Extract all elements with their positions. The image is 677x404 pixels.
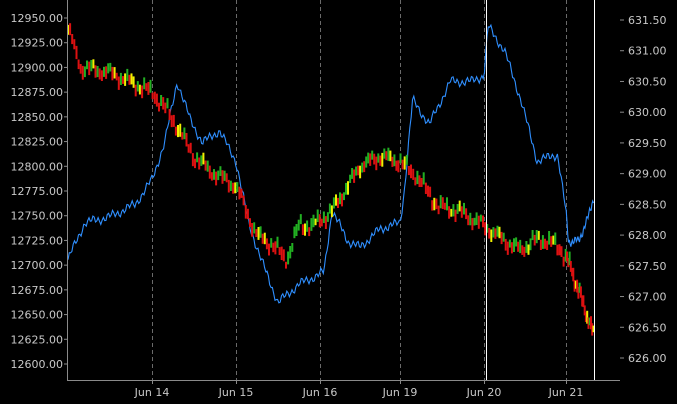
vertical-markers (486, 0, 595, 380)
y-left-tick-label: 12950.00 (11, 12, 64, 25)
x-axis: Jun 14 Jun 15 Jun 16 Jun 19 Jun 20 Jun 21 (134, 380, 584, 399)
y-left-tick-label: 12600.00 (11, 358, 64, 371)
series-right-line (67, 23, 595, 304)
y-right-tick-label: 629.00 (628, 168, 667, 181)
y-left-tick-label: 12650.00 (11, 309, 64, 322)
y-right-tick-label: 626.00 (628, 352, 667, 365)
y-left-tick-label: 12700.00 (11, 259, 64, 272)
y-left-tick-label: 12675.00 (11, 284, 64, 297)
x-tick-label: Jun 21 (548, 386, 584, 399)
y-left-tick-label: 12625.00 (11, 333, 64, 346)
y-left-tick-label: 12800.00 (11, 160, 64, 173)
y-left-tick-label: 12875.00 (11, 86, 64, 99)
series-right (67, 23, 595, 304)
x-tick-label: Jun 19 (382, 386, 418, 399)
y-right-tick-label: 630.50 (628, 75, 667, 88)
x-tick-label: Jun 14 (134, 386, 170, 399)
left-axis: 12950.00 12925.00 12900.00 12875.00 12850.00… (11, 12, 68, 371)
y-right-tick-label: 628.00 (628, 229, 667, 242)
series-left (67, 23, 595, 336)
y-left-tick-label: 12850.00 (11, 111, 64, 124)
y-right-tick-label: 629.50 (628, 137, 667, 150)
y-right-tick-label: 631.50 (628, 14, 667, 27)
y-left-tick-label: 12775.00 (11, 185, 64, 198)
x-tick-label: Jun 16 (302, 386, 338, 399)
y-right-tick-label: 627.50 (628, 260, 667, 273)
right-axis: 631.50 631.00 630.50 630.00 629.50 629.00 628.… (620, 14, 667, 365)
y-right-tick-label: 631.00 (628, 45, 667, 58)
y-right-tick-label: 627.00 (628, 291, 667, 304)
y-left-tick-label: 12725.00 (11, 234, 64, 247)
y-right-tick-label: 626.50 (628, 321, 667, 334)
y-left-tick-label: 12925.00 (11, 37, 64, 50)
y-right-tick-label: 628.50 (628, 198, 667, 211)
y-left-tick-label: 12825.00 (11, 136, 64, 149)
y-right-tick-label: 630.00 (628, 106, 667, 119)
y-left-tick-label: 12750.00 (11, 210, 64, 223)
x-tick-label: Jun 15 (218, 386, 254, 399)
x-tick-label: Jun 20 (466, 386, 502, 399)
y-left-tick-label: 12900.00 (11, 61, 64, 74)
